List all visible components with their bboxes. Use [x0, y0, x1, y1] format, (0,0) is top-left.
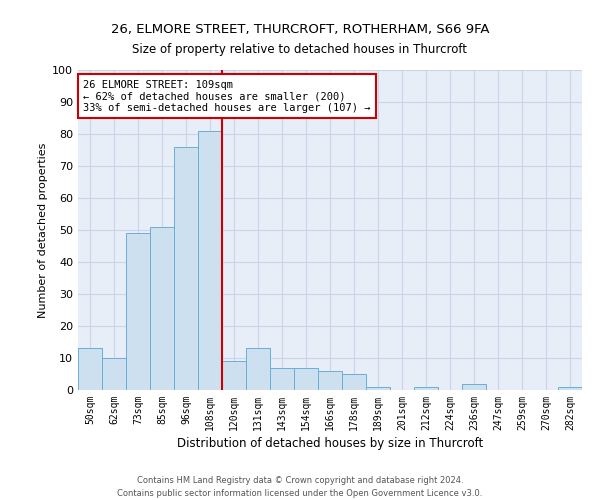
- Bar: [150, 227, 174, 390]
- Bar: [222, 361, 246, 390]
- Text: 26 ELMORE STREET: 109sqm
← 62% of detached houses are smaller (200)
33% of semi-: 26 ELMORE STREET: 109sqm ← 62% of detach…: [83, 80, 371, 113]
- Bar: [78, 348, 102, 390]
- Bar: [270, 368, 294, 390]
- Bar: [246, 348, 270, 390]
- Text: Size of property relative to detached houses in Thurcroft: Size of property relative to detached ho…: [133, 42, 467, 56]
- Bar: [342, 374, 366, 390]
- X-axis label: Distribution of detached houses by size in Thurcroft: Distribution of detached houses by size …: [177, 437, 483, 450]
- Bar: [102, 358, 126, 390]
- Bar: [198, 131, 222, 390]
- Text: 26, ELMORE STREET, THURCROFT, ROTHERHAM, S66 9FA: 26, ELMORE STREET, THURCROFT, ROTHERHAM,…: [111, 22, 489, 36]
- Bar: [462, 384, 486, 390]
- Y-axis label: Number of detached properties: Number of detached properties: [38, 142, 48, 318]
- Bar: [174, 147, 198, 390]
- Bar: [558, 387, 582, 390]
- Bar: [414, 387, 438, 390]
- Bar: [126, 233, 150, 390]
- Bar: [294, 368, 318, 390]
- Bar: [366, 387, 390, 390]
- Bar: [318, 371, 342, 390]
- Text: Contains HM Land Registry data © Crown copyright and database right 2024.
Contai: Contains HM Land Registry data © Crown c…: [118, 476, 482, 498]
